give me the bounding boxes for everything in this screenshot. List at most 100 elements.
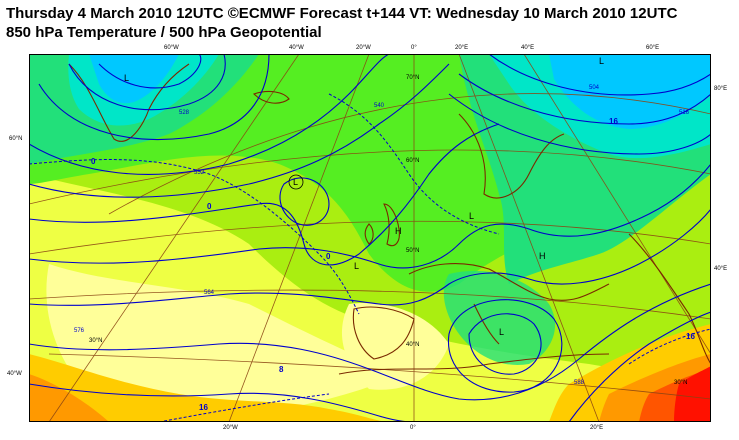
lon-label-top-20w: 20°W	[356, 45, 371, 51]
high-center-east: H	[539, 251, 546, 261]
geopotential-contours	[29, 54, 711, 422]
pressure-center-group: L L L L L H H L	[124, 56, 604, 337]
contour-label-group: 528 540 552 564 576 588 516 504	[74, 85, 690, 386]
lat-label-30n-e: 30°N	[674, 380, 687, 386]
field-dark-orange-sw	[29, 374, 109, 422]
lon-label-bottom-0: 0°	[410, 425, 416, 431]
contour-label-504: 504	[589, 85, 600, 91]
chart-title-line1: Thursday 4 March 2010 12UTC ©ECMWF Forec…	[6, 5, 678, 22]
low-center-scandinavia: L	[469, 211, 474, 221]
isotherm-16-se	[628, 328, 711, 365]
contour-low-greenland-2	[68, 54, 226, 111]
meridian-40w	[48, 54, 300, 422]
lon-label-right-80e: 80°E	[714, 86, 728, 92]
contour-label-552: 552	[194, 170, 205, 176]
lon-label-top-60w: 60°W	[164, 45, 179, 51]
coast-east	[628, 233, 711, 365]
coastlines	[68, 63, 711, 375]
contour-west-1	[29, 54, 390, 175]
contour-low-greenland-1	[98, 54, 202, 89]
contour-low-greenland-3	[38, 54, 270, 141]
lon-label-right-40e: 40°E	[714, 266, 728, 272]
temp-label-16-b: 16	[686, 332, 695, 341]
temp-label-0-b: 0	[207, 202, 212, 211]
isotherm-0-north	[328, 93, 500, 235]
contour-south-1	[29, 283, 711, 401]
field-pale-yellow-iberia	[341, 303, 449, 390]
field-cool-green-med	[443, 270, 556, 365]
contour-west-3	[29, 123, 500, 266]
low-center-ne: L	[599, 56, 604, 66]
meridian-40e	[523, 54, 711, 355]
isotherm-16-south	[158, 393, 330, 422]
lat-line-40n	[29, 289, 711, 320]
graticule	[29, 54, 711, 422]
temp-label-0-a: 0	[91, 157, 96, 166]
lat-label-40n: 40°N	[406, 342, 419, 348]
low-center-greenland: L	[124, 73, 129, 83]
coast-italy	[473, 303, 500, 345]
contour-ne-3	[488, 54, 711, 96]
low-center-atlantic-ring	[288, 174, 304, 190]
lat-line-30n	[48, 353, 711, 400]
temp-label-16-c: 16	[609, 117, 618, 126]
coast-scandinavia	[458, 113, 565, 199]
lat-line-50n	[29, 220, 711, 255]
isotherm-lines	[29, 93, 711, 422]
contour-mid-2	[29, 208, 711, 306]
low-center-biscay: L	[354, 261, 359, 271]
coast-ireland	[364, 223, 374, 245]
chart-title-line2: 850 hPa Temperature / 500 hPa Geopotenti…	[6, 24, 322, 41]
field-orange-south	[29, 354, 389, 422]
inner-lat-labels: 70°N 60°N 50°N 40°N 30°N 30°N	[89, 75, 687, 386]
lon-label-top-40e: 40°E	[521, 45, 535, 51]
coast-uk	[383, 203, 400, 247]
contour-south-3	[568, 311, 711, 422]
weather-map: 528 540 552 564 576 588 516 504 0 0 0 16…	[29, 54, 711, 422]
lon-label-bottom-20e: 20°E	[590, 425, 604, 431]
lat-label-left-40w: 40°W	[7, 371, 22, 377]
contour-label-564: 564	[204, 290, 215, 296]
contour-label-588: 588	[574, 380, 585, 386]
low-center-atlantic: L	[293, 177, 298, 187]
lat-label-left-60n: 60°N	[9, 136, 23, 142]
contour-ne-2	[448, 93, 711, 155]
temp-label-0-c: 0	[326, 252, 331, 261]
coast-europe	[408, 263, 610, 301]
field-deep-cold-ne	[549, 54, 711, 129]
contour-label-516: 516	[679, 110, 690, 116]
lat-line-60n	[29, 149, 711, 205]
isotherm-0-west	[29, 159, 360, 315]
field-deep-cold-nw	[89, 54, 179, 104]
contour-cutoff-low-2	[447, 299, 563, 393]
contour-south-2	[29, 383, 420, 422]
meridian-20e	[458, 54, 600, 422]
coast-iceland	[252, 90, 290, 104]
high-center-uk: H	[395, 226, 402, 236]
lon-label-top-60e: 60°E	[646, 45, 660, 51]
temp-label-8: 8	[279, 365, 284, 374]
lon-label-top-20e: 20°E	[455, 45, 469, 51]
coast-iberia	[352, 306, 415, 360]
contour-ne-1	[458, 73, 711, 125]
coast-africa	[338, 353, 610, 375]
contour-mid-1	[29, 163, 711, 269]
contour-label-576: 576	[74, 328, 85, 334]
contour-label-540: 540	[374, 103, 385, 109]
lon-label-top-0: 0°	[411, 45, 417, 51]
meridian-20w	[228, 54, 370, 422]
map-frame	[29, 54, 711, 422]
low-center-med: L	[499, 327, 504, 337]
contour-label-528: 528	[179, 110, 190, 116]
contour-low-center	[279, 177, 330, 226]
field-red-corner	[674, 366, 711, 422]
lat-label-30n: 30°N	[89, 338, 102, 344]
lat-label-50n: 50°N	[406, 248, 419, 254]
lon-label-top-40w: 40°W	[289, 45, 304, 51]
temp-label-16-a: 16	[199, 403, 208, 412]
lon-label-bottom-20w: 20°W	[223, 425, 238, 431]
temperature-field	[29, 54, 711, 422]
lat-label-70n: 70°N	[406, 75, 419, 81]
contour-west-2	[29, 63, 450, 198]
lat-label-60n: 60°N	[406, 158, 419, 164]
